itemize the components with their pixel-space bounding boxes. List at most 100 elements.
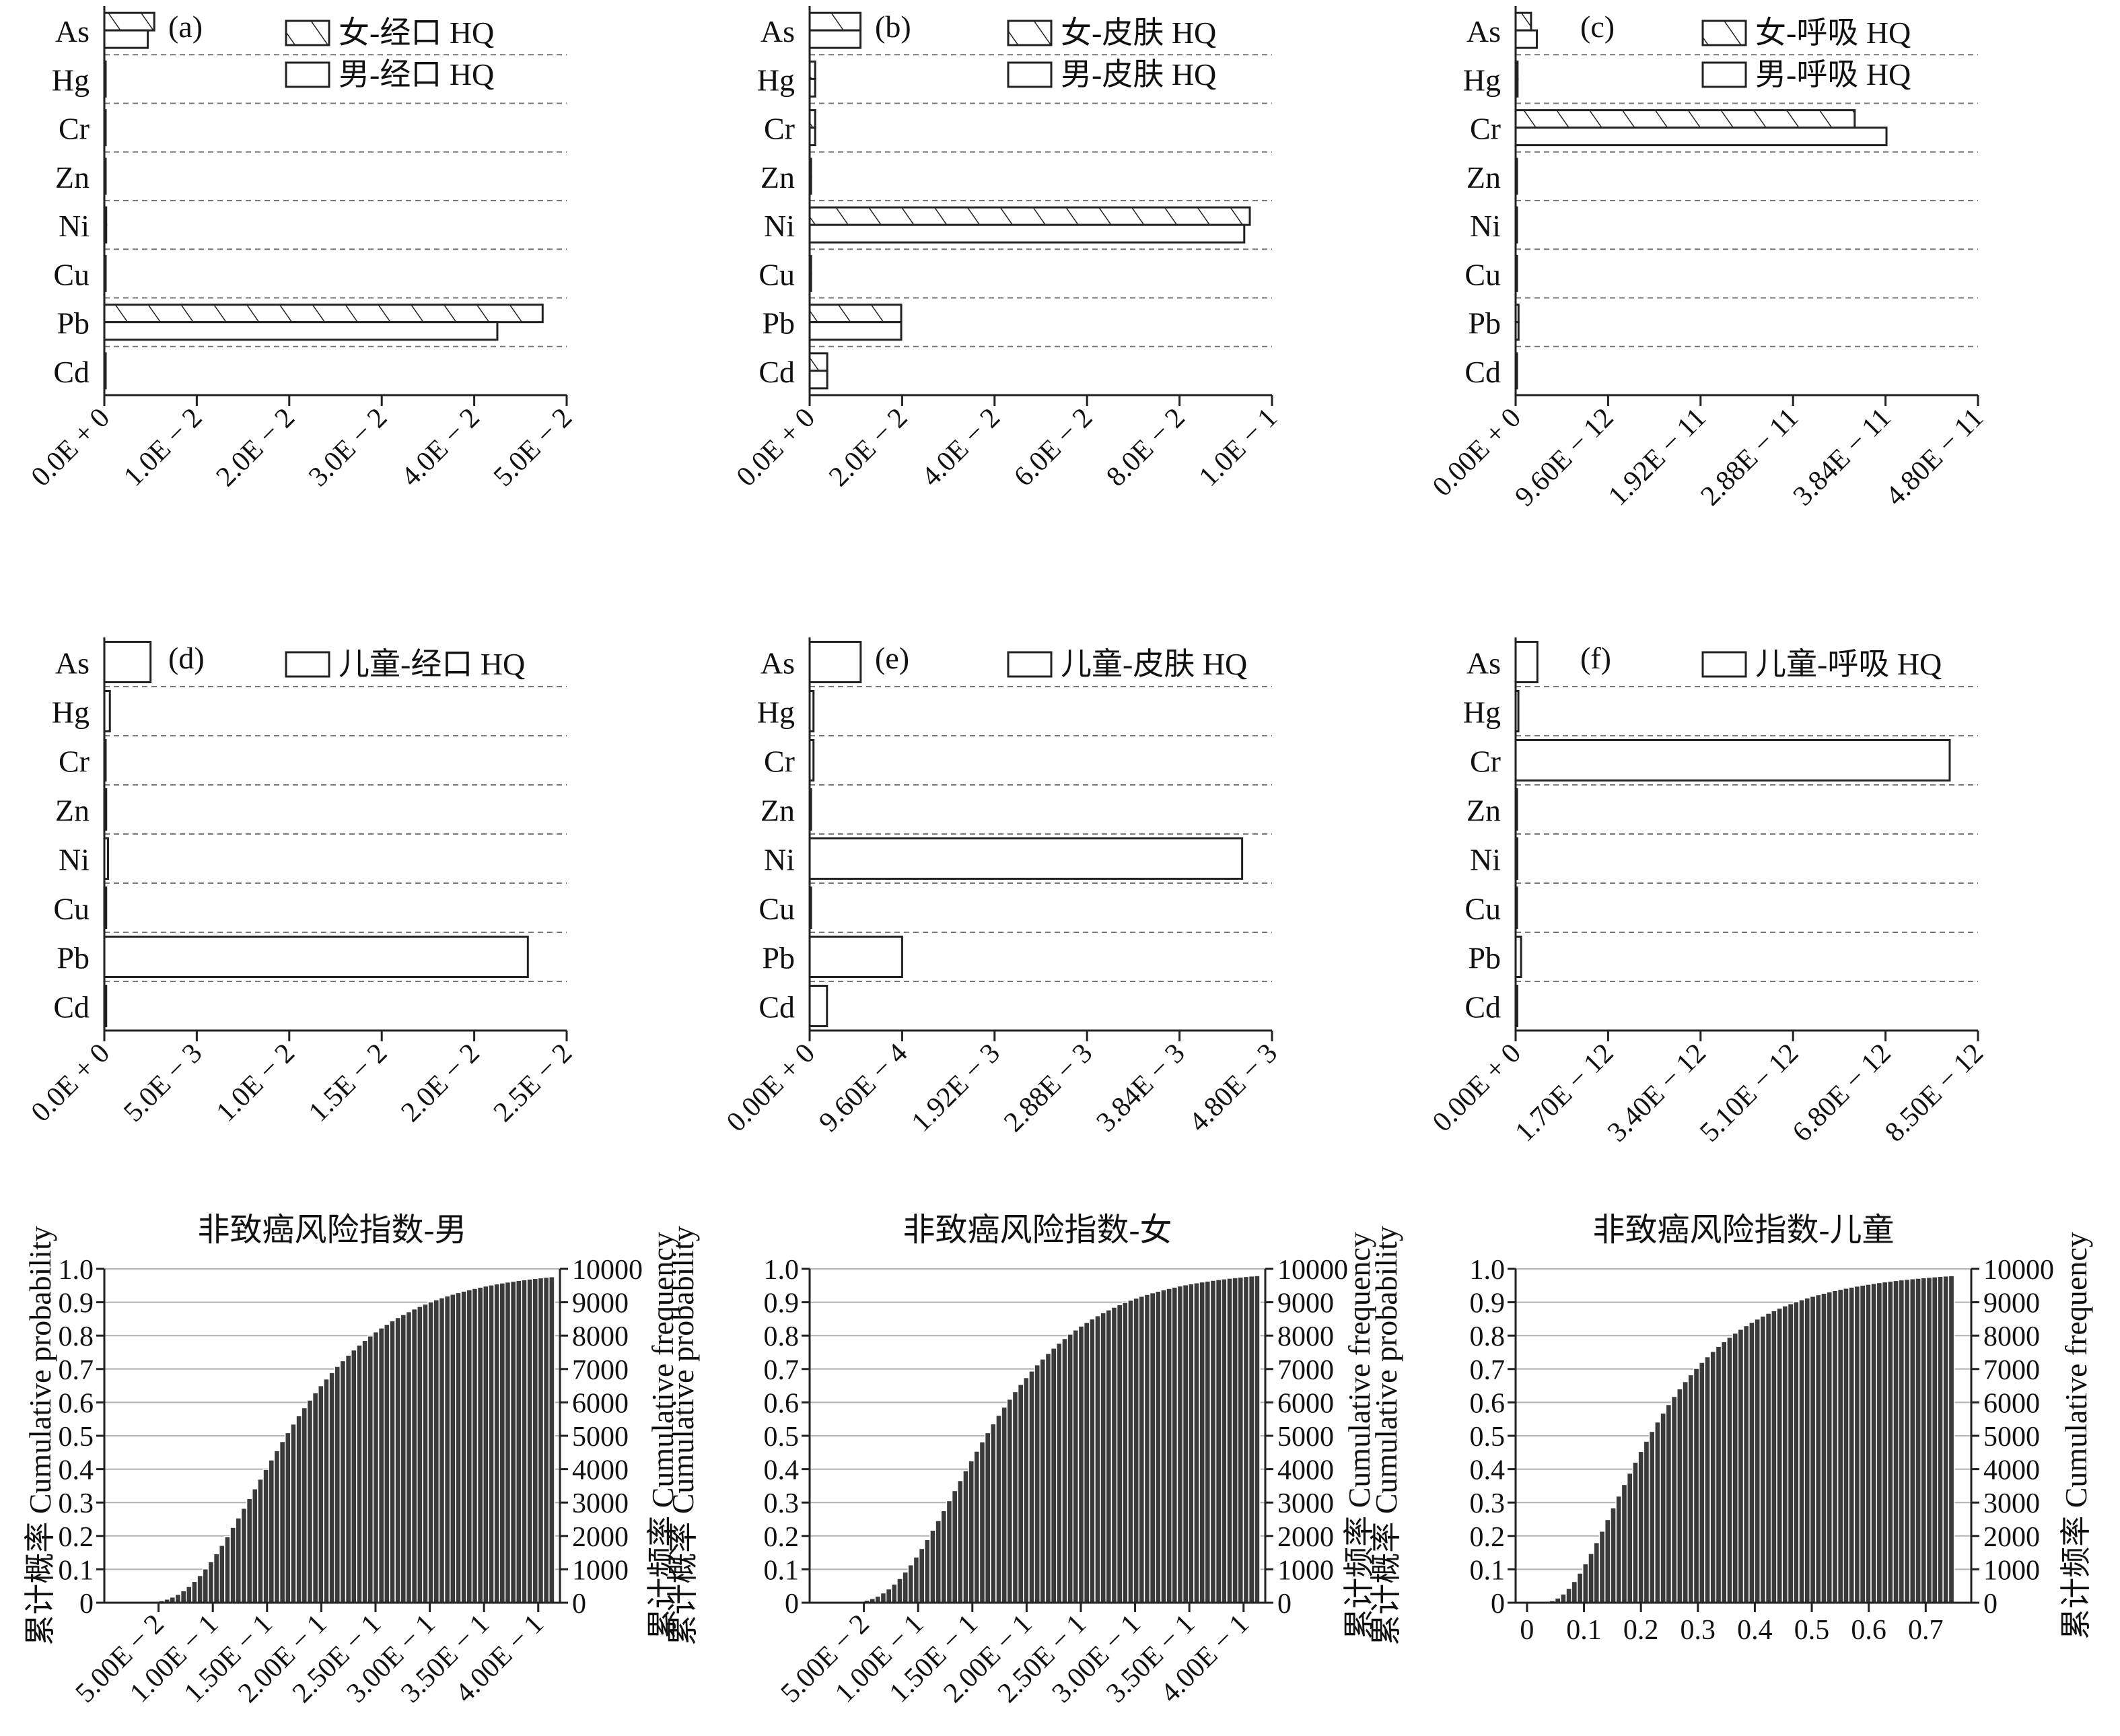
y-axis-title-right: 累计频率 Cumulative frequency <box>2059 1232 2093 1640</box>
y-tick-label-right: 7000 <box>1277 1355 1334 1386</box>
x-tick-label: 2.0E − 2 <box>823 403 913 493</box>
y-tick-label-right: 9000 <box>1277 1288 1334 1319</box>
cumulative-bar <box>1660 1412 1667 1603</box>
cumulative-bar <box>1809 1296 1816 1603</box>
cumulative-bar <box>1787 1303 1794 1603</box>
y-tick-label-left: 0.3 <box>59 1488 94 1519</box>
cumulative-bar <box>1017 1384 1024 1603</box>
y-tick-label-right: 3000 <box>1277 1488 1334 1519</box>
bar-as-s2 <box>808 29 862 49</box>
cumulative-bar <box>1604 1519 1611 1603</box>
cumulative-bar <box>509 1280 517 1603</box>
legend-swatch <box>1007 61 1053 88</box>
cumulative-bar <box>1006 1398 1014 1603</box>
cumulative-bar <box>372 1331 380 1603</box>
y-tick-label-right: 7000 <box>572 1355 629 1386</box>
bar-pb-s2 <box>103 321 499 341</box>
category-label: Zn <box>761 160 795 195</box>
cumulative-bar <box>351 1349 357 1603</box>
cumulative-bar <box>1903 1278 1911 1603</box>
legend-swatch <box>1007 651 1053 678</box>
y-tick-label-right: 2000 <box>572 1522 629 1553</box>
category-label: Cu <box>758 892 795 926</box>
cumulative-panel-i: 00.10.20.30.40.50.60.70.80.91.0010002000… <box>1369 1212 2093 1646</box>
cumulative-bar <box>1582 1563 1589 1603</box>
cumulative-bar <box>290 1423 297 1603</box>
cumulative-bar <box>1105 1309 1112 1603</box>
cumulative-bar <box>1648 1430 1656 1603</box>
y-tick-label-left: 0.2 <box>1470 1522 1506 1553</box>
y-tick-label-left: 0.9 <box>764 1288 800 1319</box>
cumulative-bar <box>542 1276 550 1603</box>
cumulative-bar <box>946 1500 953 1603</box>
cumulative-bar <box>1615 1495 1623 1603</box>
y-tick-label-left: 0.7 <box>59 1355 94 1386</box>
x-tick-label: 2.0E − 2 <box>211 403 301 493</box>
cumulative-bar <box>1732 1332 1739 1603</box>
cumulative-bar <box>1925 1276 1933 1603</box>
cumulative-bar <box>1720 1341 1728 1603</box>
y-tick-label-left: 0.9 <box>1470 1288 1506 1319</box>
cumulative-bar <box>318 1385 324 1603</box>
category-label: Cd <box>53 355 90 389</box>
cumulative-bar <box>907 1564 915 1603</box>
cumulative-bar <box>1837 1288 1844 1603</box>
category-label: As <box>55 14 90 48</box>
cumulative-bar <box>1915 1278 1921 1603</box>
cumulative-bar <box>1865 1284 1872 1603</box>
y-tick-label-right: 4000 <box>572 1455 629 1486</box>
category-label: Zn <box>1467 794 1501 828</box>
cumulative-bar <box>427 1301 435 1603</box>
cumulative-bar <box>1881 1281 1888 1603</box>
cumulative-bar <box>268 1459 275 1603</box>
cumulative-bar <box>1050 1348 1057 1603</box>
y-tick-label-left: 1.0 <box>59 1255 94 1286</box>
cumulative-bar <box>306 1399 314 1603</box>
y-tick-label-left: 0.6 <box>1470 1388 1506 1419</box>
cumulative-bar <box>1804 1297 1811 1603</box>
cumulative-bar <box>957 1480 964 1603</box>
cumulative-bar <box>301 1407 308 1603</box>
cumulative-bar <box>262 1469 270 1603</box>
cumulative-bar <box>460 1290 468 1603</box>
y-tick-label-left: 0.3 <box>1470 1488 1506 1519</box>
y-tick-label-right: 9000 <box>572 1288 629 1319</box>
cumulative-bar <box>1754 1318 1761 1603</box>
y-tick-label-right: 5000 <box>1277 1422 1334 1453</box>
cumulative-bar <box>1143 1294 1151 1603</box>
legend-entry: 儿童-皮肤 HQ <box>1061 647 1247 681</box>
cumulative-bar <box>334 1366 341 1603</box>
cumulative-bar <box>891 1583 898 1603</box>
cumulative-bar <box>995 1414 1002 1603</box>
y-axis-title-left: 累计概率 Cumulative probability <box>1369 1226 1403 1646</box>
y-tick-label-left: 0 <box>785 1589 799 1620</box>
legend-swatch <box>1701 61 1747 88</box>
cumulative-bar <box>295 1415 303 1603</box>
y-tick-label-right: 8000 <box>1277 1321 1334 1352</box>
legend-swatch <box>1701 20 1747 46</box>
x-tick-label: 0.1 <box>1566 1615 1602 1646</box>
category-label: Zn <box>1467 160 1501 195</box>
cumulative-bar <box>1687 1374 1695 1603</box>
cumulative-bar <box>1621 1484 1628 1603</box>
cumulative-bar <box>213 1553 220 1603</box>
cumulative-bar <box>1100 1312 1107 1603</box>
cumulative-bar <box>1204 1280 1211 1603</box>
category-label: Ni <box>1470 209 1501 243</box>
cumulative-bar <box>1116 1304 1123 1603</box>
cumulative-bar <box>1737 1329 1744 1603</box>
y-tick-label-left: 0.8 <box>59 1321 94 1352</box>
x-tick-label: 4.0E − 2 <box>395 403 485 493</box>
cumulative-bar <box>1948 1275 1955 1603</box>
cumulative-bar <box>1133 1297 1140 1603</box>
cumulative-bar <box>1077 1325 1085 1603</box>
cumulative-bar <box>1682 1381 1689 1603</box>
panel-label: (d) <box>168 641 205 675</box>
y-tick-label-left: 0.1 <box>59 1555 94 1586</box>
bar-as-s1 <box>808 11 862 32</box>
cumulative-bar <box>1598 1530 1606 1603</box>
x-tick-label: 9.60E − 4 <box>813 1038 913 1138</box>
y-tick-label-right: 8000 <box>1983 1321 2040 1352</box>
cumulative-bar <box>1693 1368 1700 1603</box>
cumulative-bar <box>1067 1333 1074 1603</box>
